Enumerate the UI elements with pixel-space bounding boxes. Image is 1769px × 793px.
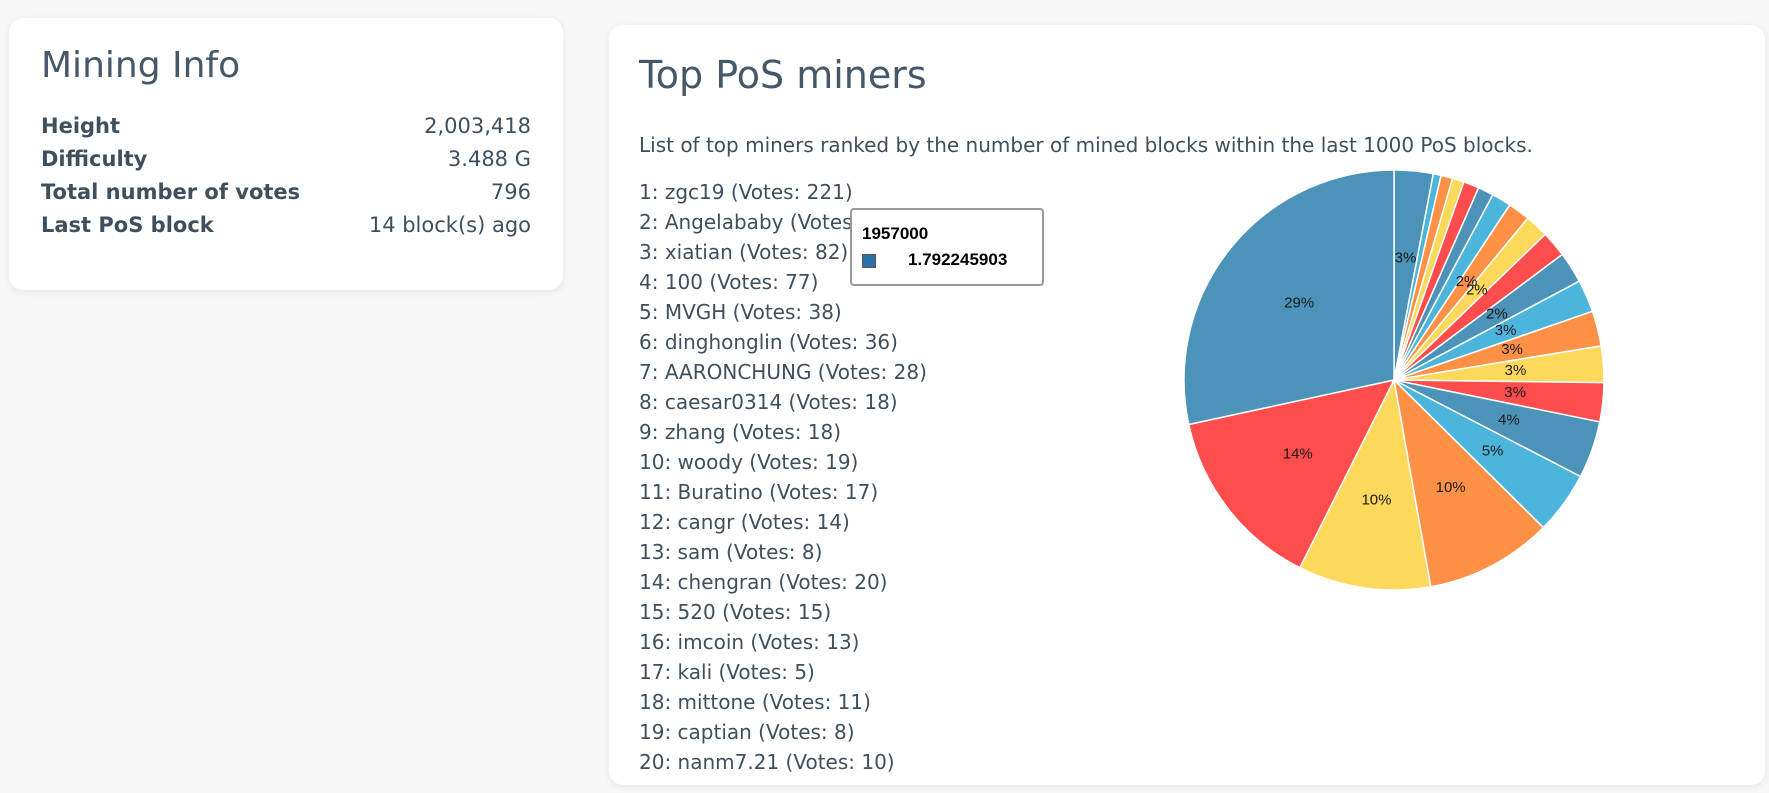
chart-tooltip: 1957000 1.792245903 (850, 208, 1044, 286)
miner-list-item: 1: zgc19 (Votes: 221) (639, 180, 853, 204)
difficulty-value: 3.488 G (447, 147, 531, 171)
total-votes-value: 796 (490, 180, 531, 204)
miner-list-item: 17: kali (Votes: 5) (639, 660, 815, 684)
tooltip-value: 1.792245903 (908, 250, 1008, 269)
pie-slice-label: 2% (1456, 273, 1478, 290)
last-pos-block-value: 14 block(s) ago (368, 213, 531, 237)
pie-slice-label: 29% (1284, 295, 1314, 312)
pie-slice-label: 3% (1495, 322, 1517, 339)
miners-pie-chart[interactable]: 3%2%2%2%3%3%3%3%4%5%10%10%14%29% (1149, 163, 1629, 663)
pie-slice-label: 10% (1361, 491, 1391, 508)
miner-list-item: 10: woody (Votes: 19) (639, 450, 859, 474)
pie-slice-label: 2% (1466, 282, 1488, 299)
miner-list-item: 15: 520 (Votes: 15) (639, 600, 832, 624)
height-label: Height (41, 114, 121, 138)
pie-slice-label: 2% (1486, 306, 1508, 323)
last-pos-block-row: Last PoS block 14 block(s) ago (41, 210, 531, 240)
height-row: Height 2,003,418 (41, 111, 531, 141)
difficulty-row: Difficulty 3.488 G (41, 144, 531, 174)
pie-slice[interactable] (1298, 377, 1432, 591)
miner-list-item: 13: sam (Votes: 8) (639, 540, 823, 564)
miner-list-item: 14: chengran (Votes: 20) (639, 570, 888, 594)
tooltip-title: 1957000 (862, 224, 929, 243)
miner-list-item: 12: cangr (Votes: 14) (639, 510, 850, 534)
total-votes-row: Total number of votes 796 (41, 177, 531, 207)
last-pos-block-label: Last PoS block (41, 213, 214, 237)
miner-list-item: 5: MVGH (Votes: 38) (639, 300, 842, 324)
pie-slice-label: 14% (1283, 446, 1313, 463)
miner-list-item: 19: captian (Votes: 8) (639, 720, 855, 744)
miner-list-item: 8: caesar0314 (Votes: 18) (639, 390, 898, 414)
pie-slice[interactable] (1187, 378, 1396, 569)
miner-list-item: 9: zhang (Votes: 18) (639, 420, 842, 444)
height-value: 2,003,418 (424, 114, 531, 138)
miner-list-item: 3: xiatian (Votes: 82) (639, 240, 849, 264)
miner-list-item: 20: nanm7.21 (Votes: 10) (639, 750, 895, 774)
top-miners-card: Top PoS miners List of top miners ranked… (609, 25, 1765, 785)
difficulty-label: Difficulty (41, 147, 148, 171)
pie-slice-label: 3% (1505, 362, 1527, 379)
pie-slice-label: 3% (1504, 384, 1526, 401)
miner-list-item: 6: dinghonglin (Votes: 36) (639, 330, 898, 354)
mining-info-card: Mining Info Height 2,003,418 Difficulty … (9, 18, 563, 290)
pie-slice[interactable] (1392, 377, 1545, 588)
miner-list-item: 18: mittone (Votes: 11) (639, 690, 871, 714)
mining-info-title: Mining Info (41, 45, 241, 86)
pie-slice-label: 3% (1395, 250, 1417, 267)
miner-list-item: 11: Buratino (Votes: 17) (639, 480, 879, 504)
top-miners-description: List of top miners ranked by the number … (639, 133, 1533, 157)
top-miners-title: Top PoS miners (639, 53, 927, 97)
total-votes-label: Total number of votes (41, 180, 301, 204)
pie-slice-label: 3% (1501, 341, 1523, 358)
miner-list-item: 4: 100 (Votes: 77) (639, 270, 819, 294)
miner-list-item: 16: imcoin (Votes: 13) (639, 630, 860, 654)
pie-slice-label: 4% (1498, 412, 1520, 429)
pie-slice[interactable] (1183, 169, 1395, 426)
pie-slice-label: 5% (1482, 443, 1504, 460)
tooltip-swatch (862, 254, 876, 268)
miner-list-item: 7: AARONCHUNG (Votes: 28) (639, 360, 927, 384)
pie-slice-label: 10% (1436, 479, 1466, 496)
